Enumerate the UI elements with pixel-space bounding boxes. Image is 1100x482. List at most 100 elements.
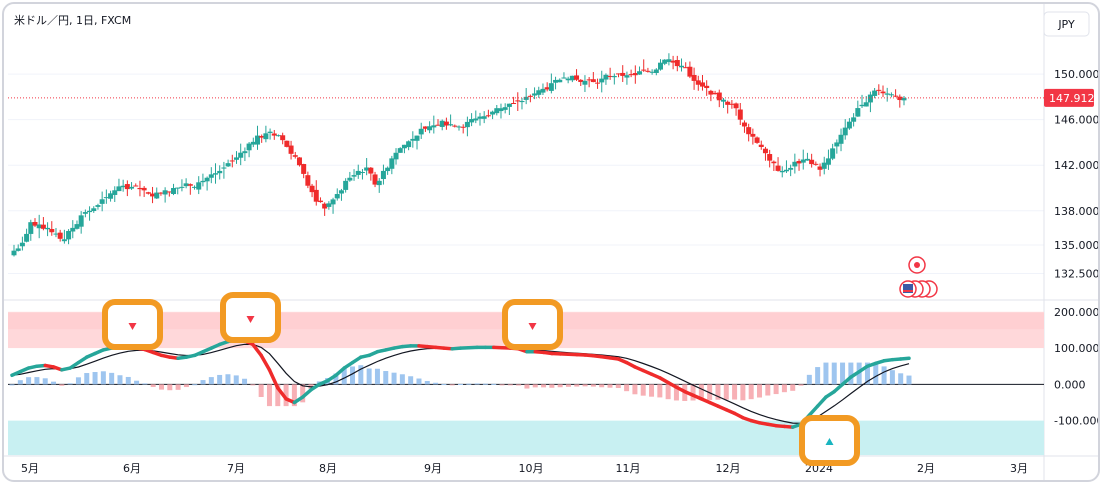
candle-body bbox=[544, 87, 550, 90]
candle-body bbox=[66, 230, 72, 240]
time-tick-label: 12月 bbox=[716, 462, 741, 475]
event-icons[interactable] bbox=[899, 256, 938, 298]
oscillator-segment bbox=[898, 356, 911, 361]
candle-body bbox=[301, 164, 307, 174]
time-tick-label: 7月 bbox=[227, 462, 245, 475]
oscillator-segment bbox=[276, 386, 288, 401]
candle-body bbox=[288, 145, 294, 154]
candle-body bbox=[838, 134, 844, 144]
price-tick-label: 150.000 bbox=[1054, 68, 1098, 81]
candle-body bbox=[82, 212, 88, 214]
candle-body bbox=[112, 190, 118, 195]
candle-body bbox=[259, 135, 265, 138]
candle-body bbox=[658, 62, 664, 70]
candle-body bbox=[783, 169, 789, 172]
histogram-bar bbox=[806, 374, 812, 385]
histogram-bar bbox=[84, 373, 90, 385]
candle-body bbox=[691, 74, 697, 81]
candle-body bbox=[242, 151, 248, 154]
price-tick-label: 135.000 bbox=[1054, 239, 1098, 252]
candle-body bbox=[103, 197, 109, 199]
candle-body bbox=[393, 152, 399, 160]
time-tick-label: 9月 bbox=[424, 462, 442, 475]
histogram-bar bbox=[109, 372, 115, 385]
candle-body bbox=[855, 108, 861, 117]
histogram-bar bbox=[898, 373, 904, 385]
histogram-bar bbox=[864, 362, 870, 385]
candle-body bbox=[893, 95, 899, 97]
currency-label: JPY bbox=[1057, 18, 1075, 31]
candle-body bbox=[45, 227, 51, 230]
candle-body bbox=[464, 121, 470, 128]
candle-body bbox=[737, 109, 743, 120]
time-tick-label: 11月 bbox=[616, 462, 641, 475]
candle-body bbox=[217, 170, 223, 174]
candle-body bbox=[183, 183, 189, 187]
histogram-bar bbox=[557, 384, 563, 388]
oscillator-tick-label: -100.000 bbox=[1054, 415, 1098, 428]
candle-body bbox=[800, 159, 806, 163]
histogram-bar bbox=[399, 374, 405, 385]
candle-body bbox=[19, 242, 25, 247]
candle-body bbox=[313, 189, 319, 202]
histogram-bar bbox=[424, 380, 430, 385]
candle-body bbox=[179, 186, 185, 188]
candle-body bbox=[641, 69, 647, 71]
candle-body bbox=[674, 60, 680, 67]
candle-body bbox=[775, 165, 781, 171]
histogram-bar bbox=[848, 362, 854, 385]
candle-body bbox=[733, 103, 739, 109]
price-grid bbox=[4, 4, 1098, 480]
candle-body bbox=[238, 152, 244, 158]
histogram-bar bbox=[233, 375, 239, 385]
sell-signal-marker bbox=[102, 299, 163, 350]
candle-body bbox=[804, 158, 810, 161]
candle-body bbox=[150, 193, 156, 197]
candle-body bbox=[511, 103, 517, 105]
candle-body bbox=[208, 174, 214, 178]
candle-body bbox=[166, 191, 172, 193]
histogram-bar bbox=[906, 375, 912, 385]
histogram-bar bbox=[516, 384, 522, 386]
candle-body bbox=[397, 148, 403, 153]
candle-body bbox=[380, 170, 386, 180]
buy-signal-marker bbox=[799, 415, 860, 466]
candle-body bbox=[611, 75, 617, 78]
candle-body bbox=[28, 222, 34, 234]
histogram-bar bbox=[466, 383, 472, 385]
candles bbox=[11, 53, 907, 257]
candle-body bbox=[725, 101, 731, 105]
oscillator-tick-label: 100.000 bbox=[1054, 342, 1098, 355]
histogram-bar bbox=[549, 384, 555, 388]
candle-body bbox=[296, 157, 302, 166]
histogram-bar bbox=[765, 384, 771, 396]
histogram-bar bbox=[242, 378, 248, 385]
candle-body bbox=[246, 143, 252, 151]
candle-body bbox=[557, 79, 563, 83]
histogram-bar bbox=[142, 383, 148, 385]
candle-body bbox=[74, 224, 80, 229]
candle-body bbox=[158, 192, 164, 194]
candle-body bbox=[192, 186, 198, 188]
candle-body bbox=[334, 194, 340, 199]
candle-body bbox=[653, 69, 659, 73]
candle-body bbox=[494, 108, 500, 114]
histogram-bar bbox=[831, 362, 837, 385]
histogram-bar bbox=[649, 384, 655, 397]
us-flag-canton bbox=[903, 284, 913, 293]
histogram-bar bbox=[134, 380, 140, 385]
candle-body bbox=[750, 133, 756, 137]
candle-body bbox=[842, 127, 848, 136]
candle-body bbox=[809, 159, 815, 165]
candle-body bbox=[779, 170, 785, 173]
histogram-bar bbox=[541, 384, 547, 388]
triangle-down-icon bbox=[528, 323, 537, 330]
candle-body bbox=[221, 167, 227, 169]
histogram-bar bbox=[582, 384, 588, 387]
candle-body bbox=[548, 83, 554, 91]
candle-body bbox=[347, 177, 353, 181]
histogram-bar bbox=[524, 384, 530, 389]
histogram-bar bbox=[474, 383, 480, 385]
candle-body bbox=[40, 224, 46, 229]
candle-body bbox=[376, 180, 382, 186]
